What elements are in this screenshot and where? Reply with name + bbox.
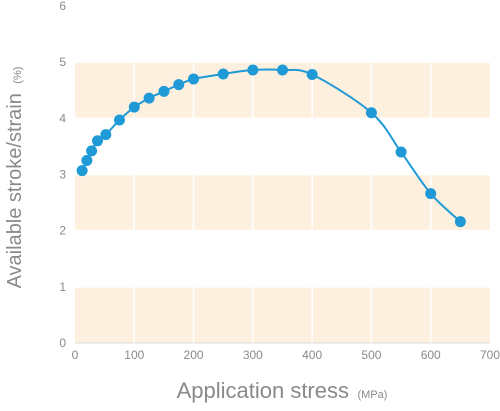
data-points	[76, 64, 466, 228]
band-1	[75, 174, 490, 231]
y-tick-label: 5	[59, 55, 66, 69]
y-axis-ticks: 0 1 2 3 4 5 6	[59, 0, 66, 350]
data-point-16	[395, 146, 407, 158]
x-axis-title: Application stress (MPa)	[177, 378, 388, 403]
data-point-4	[100, 129, 112, 141]
data-point-2	[86, 145, 98, 157]
y-tick-label: 3	[59, 168, 66, 182]
band-0	[75, 286, 490, 343]
x-axis-label: Application stress	[177, 378, 349, 403]
data-point-0	[76, 165, 88, 177]
y-axis-label: Available stroke/strain	[4, 93, 26, 288]
x-tick-label: 600	[421, 348, 441, 362]
x-tick-label: 400	[302, 348, 322, 362]
data-point-1	[81, 154, 93, 166]
y-tick-label: 2	[59, 224, 66, 238]
x-tick-label: 200	[184, 348, 204, 362]
x-axis-unit: (MPa)	[357, 389, 387, 401]
data-point-18	[454, 216, 466, 228]
data-point-15	[365, 107, 377, 119]
data-point-10	[188, 73, 200, 85]
grid-lines	[75, 5, 490, 343]
x-tick-label: 100	[124, 348, 144, 362]
y-axis-unit: (%)	[12, 67, 24, 84]
x-tick-label: 300	[243, 348, 263, 362]
data-point-5	[113, 114, 125, 126]
x-axis-ticks: 0 100 200 300 400 500 600 700	[72, 348, 500, 362]
data-point-8	[158, 85, 170, 97]
data-point-12	[247, 64, 259, 76]
x-tick-label: 500	[361, 348, 381, 362]
x-tick-label: 0	[72, 348, 79, 362]
y-tick-label: 4	[59, 111, 66, 125]
data-point-7	[143, 92, 155, 104]
y-tick-label: 0	[59, 336, 66, 350]
x-tick-label: 700	[480, 348, 500, 362]
data-point-11	[217, 68, 229, 80]
y-axis-title: Available stroke/strain (%)	[4, 67, 26, 289]
data-point-13	[277, 64, 288, 76]
data-point-3	[92, 135, 104, 147]
data-point-14	[306, 69, 318, 81]
background-bands	[75, 62, 490, 343]
y-tick-label: 6	[59, 0, 66, 13]
data-point-9	[173, 79, 185, 91]
data-point-6	[128, 101, 140, 113]
y-tick-label: 1	[59, 280, 66, 294]
data-point-17	[425, 188, 437, 200]
